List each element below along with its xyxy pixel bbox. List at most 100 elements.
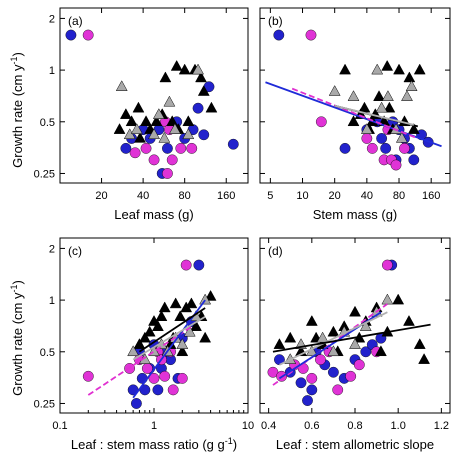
gray-triangle-point — [349, 338, 361, 349]
black-triangle-point — [150, 115, 163, 127]
gray-triangle-point — [183, 325, 196, 337]
panel-label: (c) — [68, 244, 82, 258]
gray-triangle-point — [163, 95, 176, 107]
black-triangle-point — [205, 101, 218, 113]
x-axis-label: Stem mass (g) — [313, 207, 398, 222]
x-tick-label: 10 — [296, 190, 308, 202]
y-axis-label-bottom: Growth rate (cm y-1) — [9, 280, 25, 396]
x-tick-label: 20 — [329, 190, 341, 202]
magenta-circle-point — [129, 147, 141, 159]
gray-triangle-point — [192, 63, 204, 75]
panel-a: (a) 0.25 0.5 1 2 20 40 80 160 Leaf mass (g) — [34, 7, 249, 222]
magenta-circle-point — [332, 384, 344, 396]
gray-triangle-point — [182, 128, 195, 140]
gray-triangle-point — [115, 80, 128, 91]
magenta-circle-point — [140, 142, 152, 154]
x-axis-label: Leaf : stem allometric slope — [276, 437, 434, 452]
black-triangle-point — [327, 325, 340, 337]
black-triangle-point — [273, 338, 286, 349]
gray-triangle-point — [199, 293, 212, 305]
black-triangle-point — [151, 320, 164, 331]
black-triangle-point — [413, 338, 426, 349]
panel-c: (c) 0.25 0.5 1 2 0.1 1 10 Leaf : stem mass ratio… — [34, 237, 254, 452]
gray-triangle-point — [158, 131, 171, 143]
fit-line — [272, 323, 431, 353]
gray-triangle-point — [395, 131, 408, 143]
magenta-circle-point — [345, 370, 357, 382]
y-tick-label: 0.25 — [34, 168, 55, 180]
magenta-circle-point — [159, 370, 171, 382]
fit-line — [87, 325, 192, 396]
magenta-circle-point — [315, 116, 327, 128]
blue-circle-point — [274, 354, 285, 366]
magenta-circle-point — [167, 384, 179, 396]
magenta-circle-point — [305, 29, 317, 41]
plot-frame — [59, 7, 249, 184]
x-tick-label: 10 — [242, 420, 254, 432]
gray-triangle-point — [371, 63, 384, 75]
gray-triangle-point — [148, 128, 160, 140]
magenta-circle-point — [381, 259, 393, 271]
blue-circle-point — [273, 29, 285, 41]
magenta-circle-point — [166, 154, 178, 166]
y-tick-label: 1 — [49, 65, 55, 77]
black-triangle-point — [374, 345, 387, 357]
blue-circle-point — [65, 29, 77, 41]
panel-label: (d) — [268, 244, 283, 258]
x-tick-label: 20 — [95, 190, 107, 202]
x-tick-label: 40 — [361, 190, 373, 202]
y-axis-label-top: Growth rate (cm y-1) — [9, 52, 25, 168]
x-tick-label: 0.1 — [52, 420, 67, 432]
x-tick-label: 5 — [267, 190, 273, 202]
black-triangle-point — [174, 310, 187, 321]
blue-circle-point — [306, 384, 318, 396]
magenta-circle-point — [175, 142, 187, 154]
gray-triangle-point — [360, 123, 373, 134]
gray-triangle-point — [359, 320, 372, 331]
fit-line — [272, 303, 388, 386]
black-triangle-point — [284, 331, 297, 343]
gray-triangle-point — [382, 90, 394, 101]
black-triangle-point — [132, 101, 145, 113]
gray-triangle-point — [381, 293, 394, 305]
x-tick-label: 0.4 — [261, 420, 276, 432]
gray-triangle-point — [176, 338, 189, 349]
plot-frame — [259, 7, 451, 184]
fit-line — [138, 307, 206, 353]
blue-circle-point — [295, 377, 307, 389]
magenta-circle-point — [148, 154, 160, 166]
black-triangle-point — [403, 315, 415, 326]
black-triangle-point — [195, 71, 207, 83]
x-tick-label: 80 — [179, 190, 191, 202]
black-triangle-point — [155, 310, 168, 321]
black-triangle-point — [178, 63, 191, 75]
x-tick-label: 80 — [393, 190, 405, 202]
black-triangle-point — [158, 301, 171, 313]
gray-triangle-point — [169, 123, 181, 134]
black-triangle-point — [176, 345, 189, 357]
black-triangle-point — [373, 90, 385, 101]
magenta-circle-point — [399, 142, 410, 154]
black-triangle-point — [407, 123, 420, 134]
plot-area — [265, 29, 442, 171]
black-triangle-point — [138, 331, 151, 343]
magenta-circle-point — [148, 372, 160, 384]
x-tick-label: 160 — [422, 190, 440, 202]
blue-circle-point — [193, 259, 205, 271]
black-triangle-point — [403, 71, 416, 83]
black-triangle-point — [413, 63, 426, 75]
blue-circle-point — [328, 366, 339, 378]
magenta-circle-point — [186, 142, 198, 154]
black-triangle-point — [204, 289, 217, 301]
black-triangle-point — [190, 320, 202, 331]
black-triangle-point — [347, 115, 360, 127]
y-tick-label: 1 — [49, 295, 55, 307]
x-tick-label: 40 — [137, 190, 149, 202]
blue-circle-point — [227, 138, 239, 150]
blue-circle-point — [360, 346, 372, 358]
y-tick-label: 0.5 — [40, 117, 55, 129]
x-axis-label: Leaf mass (g) — [114, 207, 193, 222]
magenta-circle-point — [180, 259, 192, 271]
